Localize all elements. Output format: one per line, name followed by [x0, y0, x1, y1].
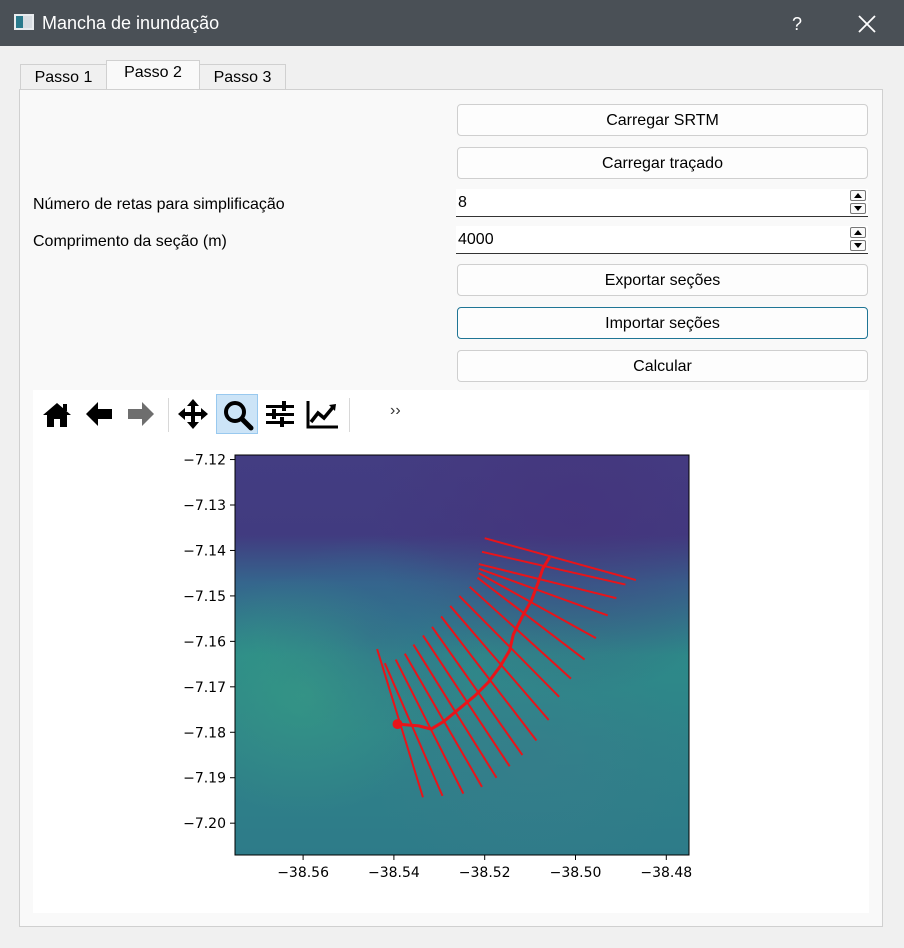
sections-layer — [376, 537, 637, 798]
home-button[interactable] — [36, 394, 78, 434]
export-sections-button[interactable]: Exportar seções — [457, 264, 868, 296]
y-tick-label: −7.16 — [183, 634, 226, 650]
forward-icon — [128, 402, 154, 426]
plot-frame — [234, 454, 690, 856]
y-tick-label: −7.13 — [183, 498, 226, 514]
x-tick-label: −38.52 — [459, 865, 511, 881]
x-tick-label: −38.50 — [550, 865, 602, 881]
calculate-button[interactable]: Calcular — [457, 350, 868, 382]
edit-axis-button[interactable] — [301, 394, 343, 434]
back-button[interactable] — [78, 394, 120, 434]
toolbar-separator — [349, 398, 350, 432]
y-tick-label: −7.14 — [183, 543, 226, 559]
section-line — [440, 615, 538, 742]
y-tick-label: −7.20 — [183, 816, 226, 832]
title-bar[interactable]: Mancha de inundação ? — [0, 0, 904, 46]
x-axis: −38.56 −38.54 −38.52 −38.50 −38.48 — [277, 855, 692, 881]
forward-button[interactable] — [120, 394, 162, 434]
spin-buttons — [850, 227, 866, 252]
zoom-icon — [224, 401, 254, 431]
section-line — [481, 550, 626, 586]
toolbar-separator — [168, 398, 169, 432]
tab-passo-1[interactable]: Passo 1 — [20, 64, 107, 89]
num-lines-spinbox[interactable] — [456, 189, 868, 217]
section-line — [478, 563, 617, 600]
section-line — [394, 659, 465, 795]
section-length-input[interactable] — [458, 226, 838, 253]
pan-button[interactable] — [172, 394, 214, 434]
app-icon — [14, 14, 34, 30]
y-tick-label: −7.15 — [183, 589, 226, 605]
zoom-button[interactable] — [216, 394, 258, 434]
trace-layer — [392, 556, 551, 731]
configure-subplots-icon — [266, 401, 294, 427]
section-length-spinbox[interactable] — [456, 226, 868, 254]
y-tick-label: −7.19 — [183, 771, 226, 787]
back-icon — [86, 402, 112, 426]
spin-down-icon[interactable] — [850, 240, 866, 251]
section-line — [383, 662, 444, 797]
section-length-label: Comprimento da seção (m) — [33, 233, 227, 250]
close-icon — [858, 15, 876, 33]
spin-buttons — [850, 190, 866, 215]
y-tick-label: −7.17 — [183, 680, 226, 696]
load-srtm-button[interactable]: Carregar SRTM — [457, 104, 868, 136]
num-lines-label: Número de retas para simplificação — [33, 196, 285, 213]
section-line — [431, 626, 524, 756]
y-tick-label: −7.18 — [183, 725, 226, 741]
raster-background — [235, 455, 689, 855]
spin-down-icon[interactable] — [850, 203, 866, 214]
plot-canvas: ›› — [33, 390, 869, 913]
tab-passo-2[interactable]: Passo 2 — [106, 60, 200, 90]
start-point-marker — [392, 719, 403, 730]
section-line — [478, 572, 597, 640]
toolbar-overflow-button[interactable]: ›› — [390, 402, 401, 419]
edit-axis-icon — [306, 401, 338, 429]
section-line — [484, 537, 637, 581]
x-tick-label: −38.48 — [640, 865, 692, 881]
map-chart: −38.56 −38.54 −38.52 −38.50 −38.48 −7.12−7.1… — [183, 453, 692, 881]
window-title: Mancha de inundação — [42, 13, 220, 33]
num-lines-input[interactable] — [458, 189, 838, 216]
pan-icon — [178, 399, 208, 429]
y-tick-label: −7.12 — [183, 453, 226, 469]
section-line — [478, 567, 609, 617]
import-sections-button[interactable]: Importar seções — [457, 307, 868, 339]
load-trace-button[interactable]: Carregar traçado — [457, 147, 868, 179]
section-line — [449, 605, 550, 721]
configure-subplots-button[interactable] — [259, 394, 301, 434]
spin-up-icon[interactable] — [850, 190, 866, 201]
tab-passo-3[interactable]: Passo 3 — [199, 64, 286, 89]
river-trace-line — [397, 556, 551, 731]
spin-up-icon[interactable] — [850, 227, 866, 238]
help-button[interactable]: ? — [791, 14, 802, 34]
close-button[interactable] — [850, 8, 884, 38]
x-tick-label: −38.54 — [368, 865, 420, 881]
home-icon — [43, 403, 71, 427]
section-line — [422, 634, 511, 767]
x-tick-label: −38.56 — [277, 865, 329, 881]
section-line — [469, 586, 572, 680]
section-line — [476, 576, 586, 661]
y-axis: −7.12 −7.13 −7.14 −7.15 −7.16 −7.17 −7.18 −7.19… — [183, 453, 235, 832]
